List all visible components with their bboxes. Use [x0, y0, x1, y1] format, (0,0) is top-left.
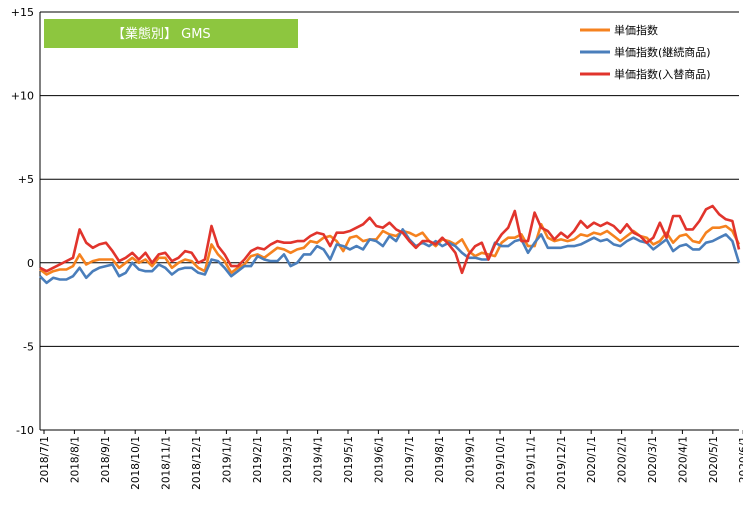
y-tick-label: +5 [18, 173, 34, 186]
x-tick-label: 2019/6/1 [373, 436, 385, 483]
legend-label: 単価指数(入替商品) [614, 67, 711, 81]
legend-label: 単価指数(継続商品) [614, 45, 711, 59]
x-tick-label: 2018/7/1 [39, 436, 51, 483]
x-tick-label: 2019/3/1 [282, 436, 294, 483]
x-tick-label: 2020/4/1 [677, 436, 689, 483]
x-tick-label: 2019/10/1 [495, 436, 507, 490]
x-tick-label: 2019/2/1 [252, 436, 264, 483]
x-tick-label: 2020/6/1 [738, 436, 743, 483]
x-tick-label: 2019/1/1 [221, 436, 233, 483]
x-axis: 2018/7/1 2018/8/1 2018/9/1 2018/10/1 2018/11… [39, 430, 743, 490]
series-line-2 [39, 228, 741, 285]
x-tick-label: 2018/10/1 [130, 436, 142, 490]
y-tick-label: -5 [23, 340, 34, 353]
y-tick-label: 0 [27, 257, 34, 270]
x-tick-label: 2019/8/1 [434, 436, 446, 483]
y-tick-label: +10 [11, 90, 34, 103]
series-line-1 [39, 223, 741, 276]
x-tick-label: 2018/8/1 [69, 436, 81, 483]
x-tick-label: 2019/11/1 [525, 436, 537, 490]
gridlines [40, 11, 739, 431]
x-tick-label: 2018/9/1 [100, 436, 112, 483]
y-tick-label: -10 [16, 424, 34, 437]
legend-label: 単価指数 [614, 23, 658, 37]
y-axis: -10 -5 0 +5 +10 +15 [11, 6, 41, 437]
chart-title: 【業態別】 GMS [112, 26, 211, 42]
x-tick-label: 2020/1/1 [586, 436, 598, 483]
x-tick-label: 2020/5/1 [708, 436, 720, 483]
chart-title-box: 【業態別】 GMS [44, 19, 298, 48]
x-tick-label: 2018/12/1 [191, 436, 203, 490]
series-line-3 [39, 204, 741, 275]
chart-title-background [44, 19, 298, 48]
y-tick-label: +15 [11, 6, 34, 19]
x-tick-label: 2020/3/1 [647, 436, 659, 483]
x-tick-label: 2019/12/1 [556, 436, 568, 490]
x-tick-label: 2019/7/1 [404, 436, 416, 483]
x-tick-label: 2019/4/1 [313, 436, 325, 483]
x-tick-label: 2019/5/1 [343, 436, 355, 483]
x-tick-label: 2020/2/1 [617, 436, 629, 483]
series-lines [39, 204, 741, 285]
x-tick-label: 2018/11/1 [161, 436, 173, 490]
x-tick-label: 2019/9/1 [465, 436, 477, 483]
